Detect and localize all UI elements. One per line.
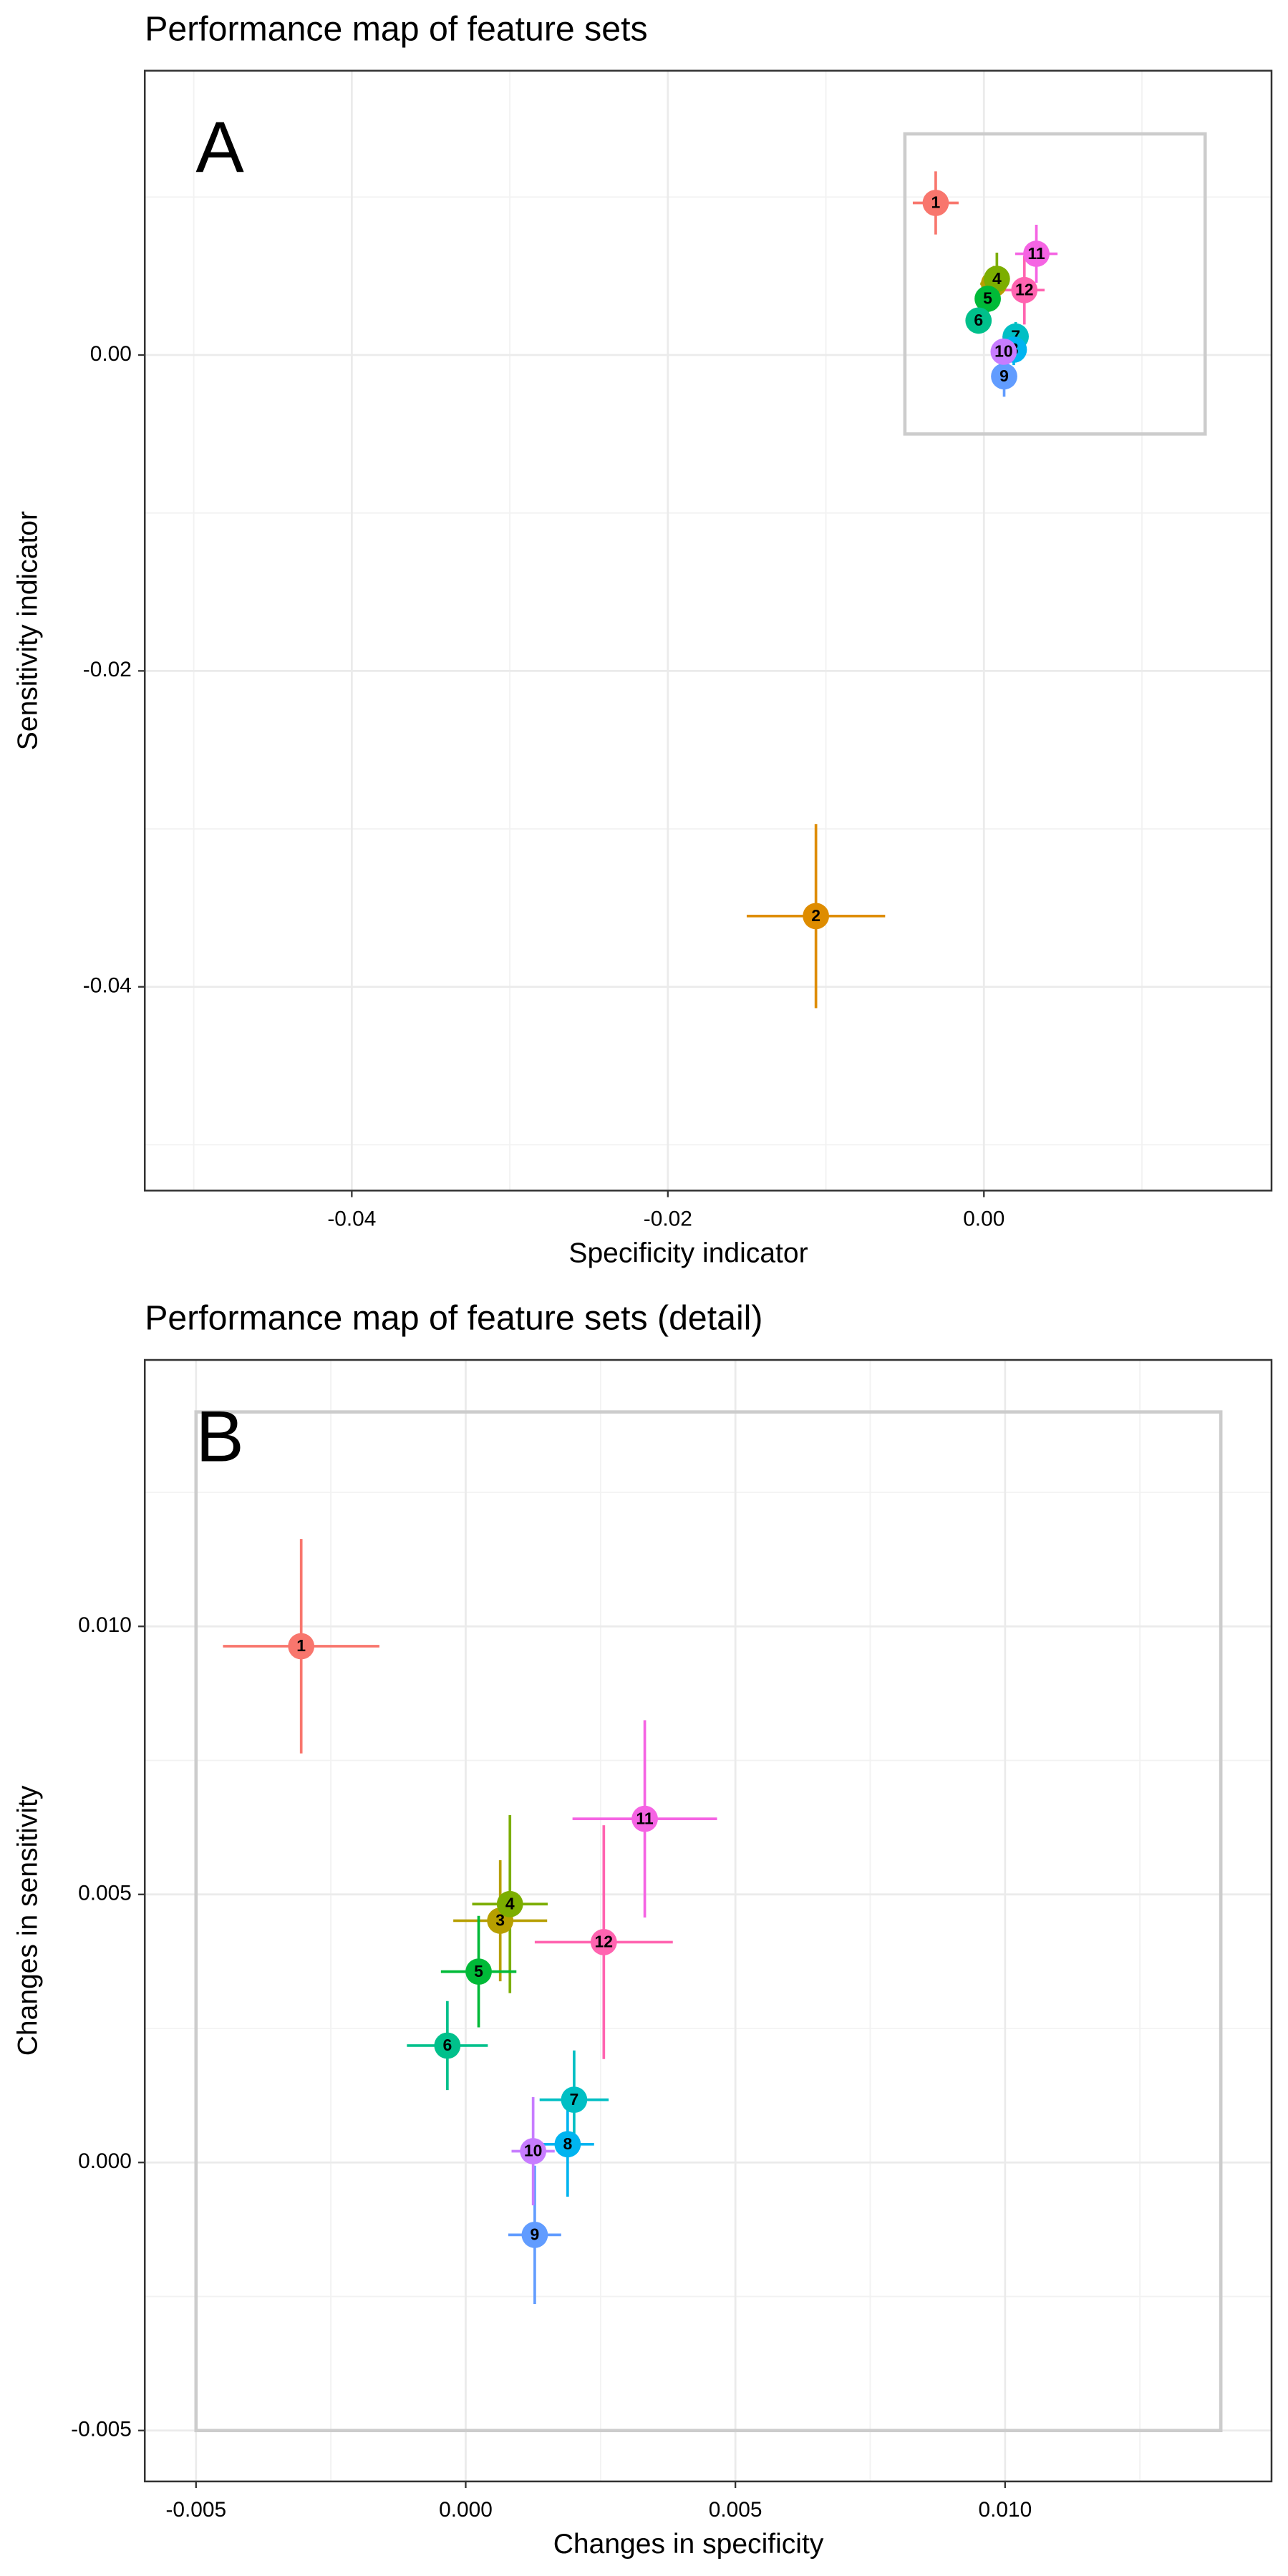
plot-border [143,1359,1273,2483]
point-label: 5 [983,289,992,308]
point [965,307,992,334]
point [974,286,1001,312]
point [990,338,1017,365]
point-label: 12 [1015,281,1034,299]
x-tick-label: -0.04 [327,1207,376,1231]
point-label: 12 [595,1933,614,1951]
point-label: 11 [636,1809,654,1827]
point-label: 5 [474,1962,483,1980]
point [434,2032,461,2059]
y-tick-label: 0.005 [78,1882,132,1905]
panel-label: B [195,1396,243,1477]
y-axis-title: Sensitivity indicator [13,511,44,750]
x-axis-title: Changes in specificity [553,2529,824,2560]
point-label: 2 [811,906,820,925]
y-tick-label: 0.000 [78,2149,132,2173]
x-tick-label: 0.005 [709,2498,762,2522]
point-label: 1 [296,1636,306,1655]
point [465,1958,492,1985]
point [521,2221,548,2248]
point [590,1929,617,1955]
y-tick-label: -0.02 [83,658,132,681]
plot-border [143,69,1273,1192]
point [631,1805,658,1832]
panel-label: A [195,107,244,188]
y-tick-label: 0.00 [90,342,132,366]
highlight-box [903,132,1207,436]
highlight-box [194,1410,1223,2433]
point-label: 9 [999,366,1009,385]
x-tick-label: 0.000 [439,2498,493,2522]
point-label: 6 [442,2036,452,2054]
point [554,2131,581,2158]
x-tick-label: -0.02 [644,1207,692,1231]
point-label: 11 [1027,244,1045,263]
chart-title: Performance map of feature sets (detail) [145,1299,762,1338]
point-label: 1 [931,193,941,212]
point-label: 4 [505,1894,515,1912]
point [288,1633,315,1660]
point-label: 10 [994,342,1013,361]
point [520,2138,547,2164]
point [922,190,949,216]
x-axis-title: Specificity indicator [568,1238,808,1268]
point-label: 6 [974,311,983,329]
point-label: 4 [992,269,1002,288]
point-label: 9 [531,2225,540,2244]
chart-title: Performance map of feature sets [145,9,647,48]
point [991,363,1017,390]
point-label: 10 [524,2142,543,2160]
point [983,266,1010,293]
y-tick-label: -0.04 [83,974,132,998]
point [561,2086,588,2113]
point [496,1890,523,1918]
y-tick-label: -0.005 [71,2418,132,2441]
point-label: 3 [495,1911,505,1930]
y-axis-title: Changes in sensitivity [13,1785,44,2056]
x-tick-label: 0.00 [963,1207,1004,1231]
point [803,903,830,930]
y-tick-label: 0.010 [78,1613,132,1637]
x-tick-label: -0.005 [165,2498,226,2522]
point [1011,276,1038,303]
point-label: 7 [570,2090,579,2109]
plot-background [145,70,1272,1191]
plot-background [145,1360,1272,2482]
x-tick-label: 0.010 [978,2498,1032,2522]
point-label: 8 [563,2134,572,2153]
point [1023,240,1050,267]
